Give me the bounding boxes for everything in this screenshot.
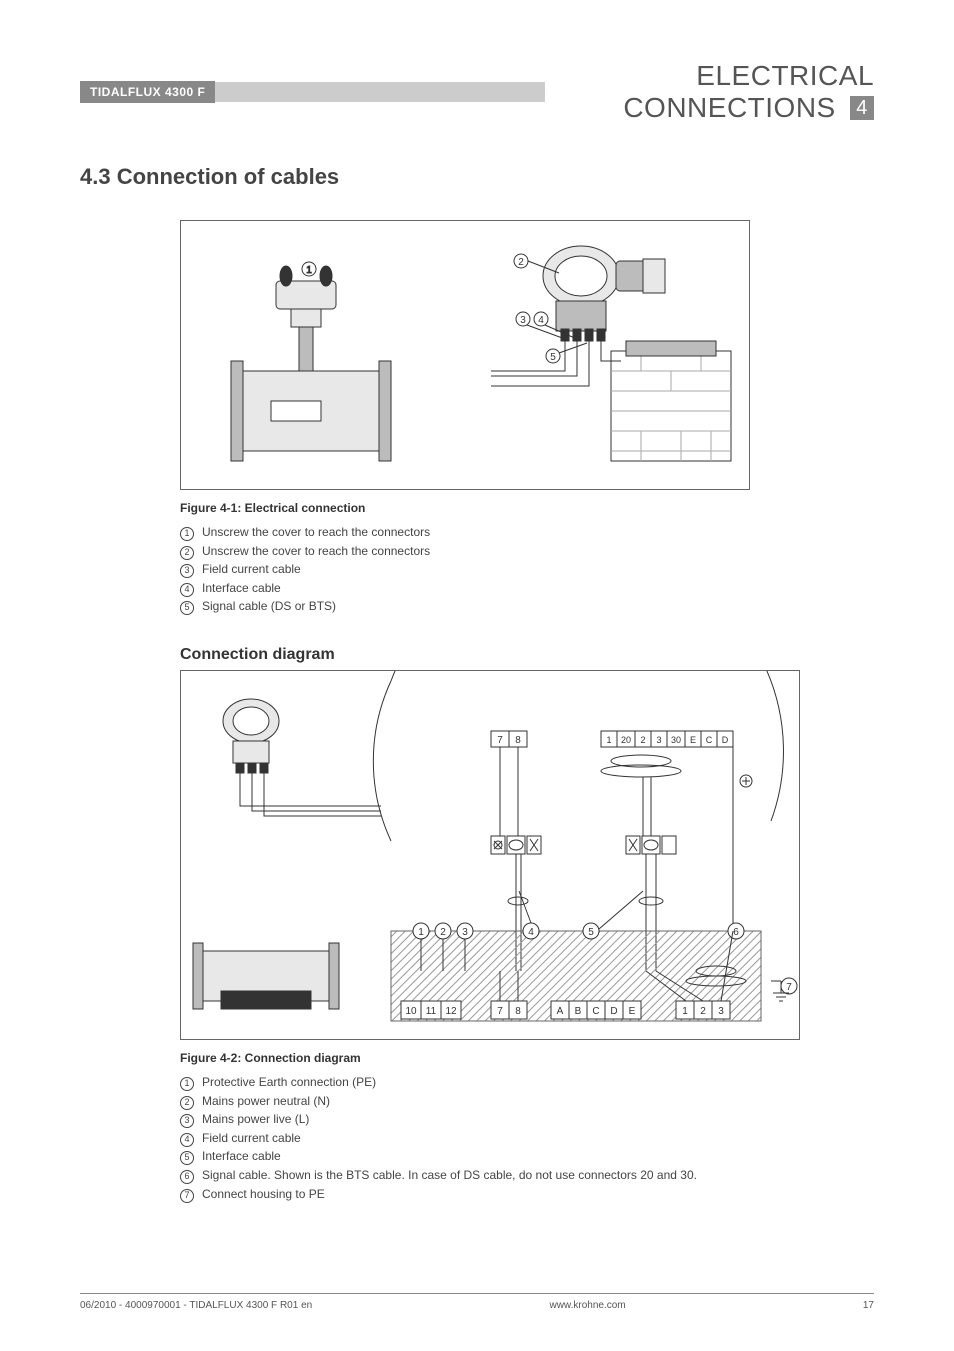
svg-text:7: 7 bbox=[497, 735, 503, 746]
svg-text:11: 11 bbox=[426, 1006, 437, 1017]
svg-text:D: D bbox=[610, 1006, 617, 1017]
svg-text:2: 2 bbox=[700, 1006, 706, 1017]
svg-text:1: 1 bbox=[418, 927, 424, 938]
svg-text:6: 6 bbox=[733, 927, 739, 938]
svg-text:1: 1 bbox=[306, 265, 312, 276]
product-label: TIDALFLUX 4300 F bbox=[80, 81, 215, 103]
figure-1: 1 bbox=[180, 220, 874, 1203]
svg-text:A: A bbox=[557, 1006, 564, 1017]
svg-text:20: 20 bbox=[621, 735, 631, 745]
svg-text:10: 10 bbox=[405, 1006, 417, 1017]
svg-text:2: 2 bbox=[640, 735, 645, 745]
svg-text:3: 3 bbox=[462, 927, 468, 938]
svg-text:4: 4 bbox=[528, 927, 534, 938]
section-title: 4.3 Connection of cables bbox=[80, 164, 874, 190]
svg-text:2: 2 bbox=[518, 257, 524, 268]
footer-left: 06/2010 - 4000970001 - TIDALFLUX 4300 F … bbox=[80, 1300, 312, 1311]
svg-text:D: D bbox=[722, 735, 729, 745]
svg-text:E: E bbox=[690, 735, 696, 745]
figure-1-svg: 1 bbox=[180, 220, 750, 490]
page-footer: 06/2010 - 4000970001 - TIDALFLUX 4300 F … bbox=[80, 1293, 874, 1311]
svg-text:5: 5 bbox=[550, 352, 556, 363]
figure-2-svg: 7 8 1 20 2 3 30 E C D bbox=[180, 670, 800, 1040]
svg-text:3: 3 bbox=[520, 315, 526, 326]
svg-text:8: 8 bbox=[515, 735, 521, 746]
svg-text:7: 7 bbox=[497, 1006, 503, 1017]
svg-text:4: 4 bbox=[538, 315, 544, 326]
figure-1-callouts: 1Unscrew the cover to reach the connecto… bbox=[180, 523, 874, 616]
svg-text:1: 1 bbox=[606, 735, 611, 745]
svg-text:B: B bbox=[575, 1006, 582, 1017]
svg-text:5: 5 bbox=[588, 927, 594, 938]
figure-2-caption: Figure 4-2: Connection diagram bbox=[180, 1051, 874, 1065]
svg-text:E: E bbox=[629, 1006, 636, 1017]
svg-text:12: 12 bbox=[445, 1006, 457, 1017]
svg-text:7: 7 bbox=[786, 982, 792, 993]
figure-1-caption: Figure 4-1: Electrical connection bbox=[180, 501, 874, 515]
svg-text:2: 2 bbox=[440, 927, 446, 938]
svg-text:1: 1 bbox=[682, 1006, 688, 1017]
chapter-title: ELECTRICAL CONNECTIONS 4 bbox=[545, 60, 874, 124]
svg-text:3: 3 bbox=[718, 1006, 724, 1017]
svg-text:30: 30 bbox=[671, 735, 681, 745]
footer-center: www.krohne.com bbox=[549, 1300, 625, 1311]
figure-2-callouts: 1Protective Earth connection (PE) 2Mains… bbox=[180, 1073, 874, 1203]
svg-text:C: C bbox=[706, 735, 713, 745]
chapter-badge: 4 bbox=[850, 96, 874, 120]
svg-text:8: 8 bbox=[515, 1006, 521, 1017]
svg-text:3: 3 bbox=[656, 735, 661, 745]
figure-2-heading: Connection diagram bbox=[180, 646, 874, 664]
footer-right: 17 bbox=[863, 1300, 874, 1311]
svg-text:C: C bbox=[592, 1006, 599, 1017]
page-header: TIDALFLUX 4300 F ELECTRICAL CONNECTIONS … bbox=[80, 60, 874, 124]
